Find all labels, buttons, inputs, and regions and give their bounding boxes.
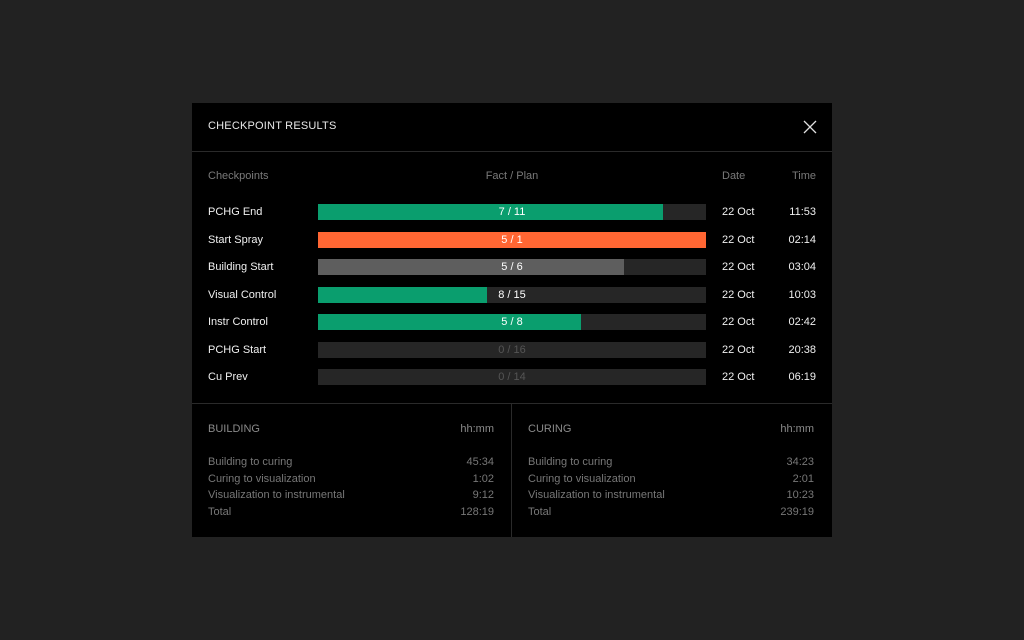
fact-plan-label: 5 / 1	[501, 233, 523, 246]
checkpoint-row: PCHG Start 0 / 16 22 Oct 20:38	[192, 341, 832, 370]
dialog-header: CHECKPOINT RESULTS	[192, 103, 832, 152]
checkpoint-name: Visual Control	[208, 288, 277, 301]
checkpoint-time: 20:38	[788, 343, 816, 356]
checkpoint-rows: PCHG End 7 / 11 22 Oct 11:53 Start Spray 5 / …	[192, 204, 832, 397]
section-divider	[192, 403, 832, 404]
curing-rows: Building to curing 34:23 Curing to visuali…	[528, 456, 814, 522]
checkpoint-row: Visual Control 8 / 15 22 Oct 10:03	[192, 286, 832, 315]
fact-plan-label: 5 / 8	[501, 316, 523, 328]
checkpoint-date: 22 Oct	[722, 288, 755, 301]
close-icon	[803, 120, 817, 134]
summary-label: Total	[208, 505, 232, 518]
fact-plan-bar-fill	[318, 259, 624, 275]
curing-title: CURING	[528, 423, 572, 435]
fact-plan-bar: 7 / 11	[318, 204, 706, 220]
summary-value: 45:34	[466, 456, 494, 468]
close-button[interactable]	[802, 119, 818, 135]
fact-plan-bar: 0 / 14	[318, 369, 706, 385]
summary-value: 2:01	[792, 472, 814, 485]
checkpoint-time: 11:53	[789, 206, 816, 218]
fact-plan-bar: 8 / 15	[318, 286, 706, 303]
fact-plan-bar-fill	[318, 204, 664, 220]
summary-label: Curing to visualization	[208, 472, 316, 485]
checkpoint-name: Start Spray	[208, 233, 264, 246]
checkpoint-date: 22 Oct	[722, 343, 755, 356]
fact-plan-bar-fill	[318, 231, 706, 248]
building-summary-row: Total 128:19	[208, 506, 494, 523]
checkpoint-time: 06:19	[788, 371, 816, 383]
checkpoint-date: 22 Oct	[722, 206, 755, 218]
checkpoint-results-dialog: CHECKPOINT RESULTS Checkpoints Fact / Pl…	[192, 103, 832, 537]
summary-value: 9:12	[472, 489, 494, 501]
checkpoint-time: 02:42	[788, 316, 816, 328]
summary-value: 34:23	[786, 456, 814, 468]
checkpoint-date: 22 Oct	[722, 371, 755, 383]
checkpoint-row: Building Start 5 / 6 22 Oct 03:04	[192, 259, 832, 287]
fact-plan-label: 0 / 14	[498, 371, 526, 383]
fact-plan-bar: 5 / 6	[318, 259, 706, 275]
checkpoint-name: PCHG Start	[208, 343, 267, 356]
curing-summary-row: Building to curing 34:23	[528, 456, 814, 473]
summary-value: 239:19	[780, 505, 814, 518]
checkpoint-row: Instr Control 5 / 8 22 Oct 02:42	[192, 314, 832, 342]
checkpoint-time: 10:03	[788, 288, 816, 301]
header-fact-plan: Fact / Plan	[485, 170, 539, 182]
fact-plan-bar: 5 / 1	[318, 231, 706, 248]
checkpoint-time: 03:04	[788, 261, 816, 273]
summary-label: Building to curing	[208, 456, 293, 468]
summary-value: 1:02	[472, 472, 494, 485]
dialog-title: CHECKPOINT RESULTS	[208, 120, 337, 132]
summary-value: 10:23	[786, 489, 814, 501]
fact-plan-label: 0 / 16	[498, 343, 526, 356]
building-unit: hh:mm	[460, 423, 494, 435]
checkpoint-row: Cu Prev 0 / 14 22 Oct 06:19	[192, 369, 832, 397]
checkpoint-name: Cu Prev	[208, 371, 248, 383]
summary-label: Curing to visualization	[528, 472, 636, 485]
building-summary-row: Curing to visualization 1:02	[208, 473, 494, 490]
fact-plan-label: 7 / 11	[498, 206, 526, 218]
fact-plan-bar-fill	[318, 314, 581, 330]
building-summary-row: Visualization to instrumental 9:12	[208, 489, 494, 506]
table-header: Checkpoints Fact / Plan Date Time	[192, 170, 832, 184]
curing-summary-row: Total 239:19	[528, 506, 814, 523]
fact-plan-bar: 5 / 8	[318, 314, 706, 330]
curing-summary-row: Visualization to instrumental 10:23	[528, 489, 814, 506]
fact-plan-bar-fill	[318, 286, 487, 303]
building-title: BUILDING	[208, 423, 260, 435]
checkpoint-name: Instr Control	[208, 316, 268, 328]
header-date: Date	[722, 170, 746, 182]
fact-plan-bar: 0 / 16	[318, 341, 706, 358]
summary-value: 128:19	[460, 505, 494, 518]
summary-label: Building to curing	[528, 456, 613, 468]
checkpoint-time: 02:14	[788, 233, 816, 246]
checkpoint-date: 22 Oct	[722, 316, 755, 328]
building-panel: BUILDING hh:mm Building to curing 45:34 Cu…	[192, 404, 512, 537]
curing-unit: hh:mm	[780, 423, 814, 435]
fact-plan-label: 5 / 6	[501, 261, 523, 273]
checkpoint-date: 22 Oct	[722, 261, 755, 273]
curing-summary-row: Curing to visualization 2:01	[528, 473, 814, 490]
summary-label: Visualization to instrumental	[528, 489, 665, 501]
checkpoint-row: PCHG End 7 / 11 22 Oct 11:53	[192, 204, 832, 232]
header-time: Time	[791, 170, 816, 182]
summary-label: Visualization to instrumental	[208, 489, 345, 501]
fact-plan-label: 8 / 15	[498, 288, 526, 301]
summary-label: Total	[528, 505, 552, 518]
building-rows: Building to curing 45:34 Curing to visuali…	[208, 456, 494, 522]
checkpoint-row: Start Spray 5 / 1 22 Oct 02:14	[192, 231, 832, 260]
panel-divider	[511, 404, 512, 537]
checkpoint-name: Building Start	[208, 261, 274, 273]
checkpoint-name: PCHG End	[208, 206, 263, 218]
building-summary-row: Building to curing 45:34	[208, 456, 494, 473]
curing-panel: CURING hh:mm Building to curing 34:23 Curi…	[512, 404, 832, 537]
checkpoint-date: 22 Oct	[722, 233, 755, 246]
header-checkpoints: Checkpoints	[208, 170, 269, 182]
